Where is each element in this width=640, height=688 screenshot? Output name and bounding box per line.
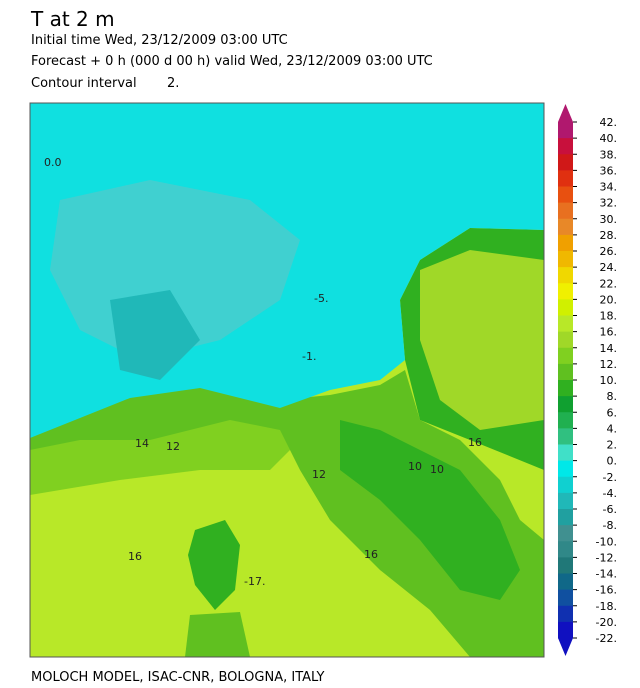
colorbar-swatch xyxy=(558,363,573,381)
contour-label: 12 xyxy=(166,440,180,453)
colorbar-swatch xyxy=(558,331,573,349)
colorbar-label: 40. xyxy=(600,132,618,145)
colorbar-label: 36. xyxy=(600,164,618,177)
colorbar-swatch xyxy=(558,283,573,300)
contour-interval-value: 2. xyxy=(167,76,179,91)
colorbar-label: 6. xyxy=(607,406,618,419)
colorbar-label: 30. xyxy=(600,213,618,226)
contour-label: 0.0 xyxy=(44,156,62,169)
colorbar-label: 42. xyxy=(600,116,618,129)
colorbar-label: -14. xyxy=(596,568,617,581)
colorbar-swatch xyxy=(558,251,573,268)
colorbar-label: 32. xyxy=(600,197,618,210)
colorbar-label: 10. xyxy=(600,374,618,387)
colorbar-swatch xyxy=(558,170,573,187)
colorbar-swatch xyxy=(558,380,573,397)
contour-label: 10 xyxy=(430,463,444,476)
colorbar-label: -4. xyxy=(603,487,617,500)
colorbar-swatch xyxy=(558,347,573,365)
colorbar-swatch xyxy=(558,202,573,220)
contour-label: 16 xyxy=(364,548,378,561)
title: T at 2 m xyxy=(30,7,115,31)
colorbar-swatch xyxy=(558,444,573,462)
colorbar-label: -20. xyxy=(596,616,617,629)
colorbar-swatch xyxy=(558,186,573,204)
colorbar-swatch xyxy=(558,605,573,623)
colorbar-swatch xyxy=(558,138,573,155)
colorbar-swatch xyxy=(558,541,573,558)
land-green xyxy=(30,370,544,657)
colorbar-label: 34. xyxy=(600,181,618,194)
colorbar-label: -2. xyxy=(603,471,617,484)
colorbar-label: -18. xyxy=(596,600,617,613)
colorbar-label: 16. xyxy=(600,326,618,339)
contour-label: 14 xyxy=(135,437,149,450)
colorbar-label: 28. xyxy=(600,229,618,242)
contour-label: 12 xyxy=(312,468,326,481)
colorbar-label: -6. xyxy=(603,503,617,516)
colorbar-label: 14. xyxy=(600,342,618,355)
colorbar-label: -10. xyxy=(596,535,617,548)
colorbar: 42. 40. 38. 36. 34. 32. 30. 28. 26. 24. 22. 20. 18. 1… xyxy=(558,104,617,656)
sardinia xyxy=(185,612,250,657)
contour-label: -1. xyxy=(302,350,316,363)
colorbar-swatch xyxy=(558,122,573,139)
colorbar-swatch xyxy=(558,476,573,494)
colorbar-label: 8. xyxy=(607,390,618,403)
colorbar-swatch xyxy=(558,412,573,429)
colorbar-bottom-arrow xyxy=(558,638,573,656)
colorbar-label: 18. xyxy=(600,310,618,323)
map-frame xyxy=(29,102,545,658)
colorbar-swatch xyxy=(558,509,573,526)
forecast: Forecast + 0 h (000 d 00 h) valid Wed, 2… xyxy=(31,54,433,69)
contour-label: 16 xyxy=(128,550,142,563)
colorbar-swatch xyxy=(558,557,573,574)
adriatic xyxy=(420,250,544,430)
colorbar-swatch xyxy=(558,492,573,510)
colorbar-swatch xyxy=(558,299,573,316)
colorbar-label: -12. xyxy=(596,551,617,564)
colorbar-label: -22. xyxy=(596,632,617,645)
colorbar-label: 4. xyxy=(607,422,618,435)
colorbar-swatch xyxy=(558,315,573,333)
colorbar-swatch xyxy=(558,234,573,252)
corsica xyxy=(188,520,240,610)
colorbar-label: -8. xyxy=(603,519,617,532)
colorbar-label: 12. xyxy=(600,358,618,371)
contour-interval-label: Contour interval xyxy=(31,76,137,91)
map xyxy=(29,102,545,658)
alps-core xyxy=(110,290,200,380)
colorbar-label: 2. xyxy=(607,439,618,452)
colorbar-swatch xyxy=(558,460,573,478)
colorbar-label: 22. xyxy=(600,277,618,290)
colorbar-swatch xyxy=(558,573,573,591)
colorbar-label: 24. xyxy=(600,261,618,274)
apennines xyxy=(340,420,520,600)
footer: MOLOCH MODEL, ISAC-CNR, BOLOGNA, ITALY xyxy=(31,670,325,685)
colorbar-label: 20. xyxy=(600,293,618,306)
contour-label: -5. xyxy=(314,292,328,305)
colorbar-label: 0. xyxy=(607,455,618,468)
colorbar-swatch xyxy=(558,218,573,236)
colorbar-swatch xyxy=(558,154,573,171)
contour-label: 16 xyxy=(468,436,482,449)
colorbar-swatch xyxy=(558,267,573,284)
colorbar-swatch xyxy=(558,621,573,639)
contour-label: -17. xyxy=(244,575,265,588)
colorbar-swatch xyxy=(558,589,573,607)
contour-label: 10 xyxy=(408,460,422,473)
colorbar-label: 38. xyxy=(600,148,618,161)
initial-time: Initial time Wed, 23/12/2009 03:00 UTC xyxy=(31,33,288,48)
colorbar-top-arrow xyxy=(558,104,573,122)
colorbar-label: -16. xyxy=(596,584,617,597)
colorbar-swatch xyxy=(558,396,573,413)
colorbar-label: 26. xyxy=(600,245,618,258)
colorbar-swatch xyxy=(558,525,573,542)
colorbar-swatch xyxy=(558,428,573,445)
